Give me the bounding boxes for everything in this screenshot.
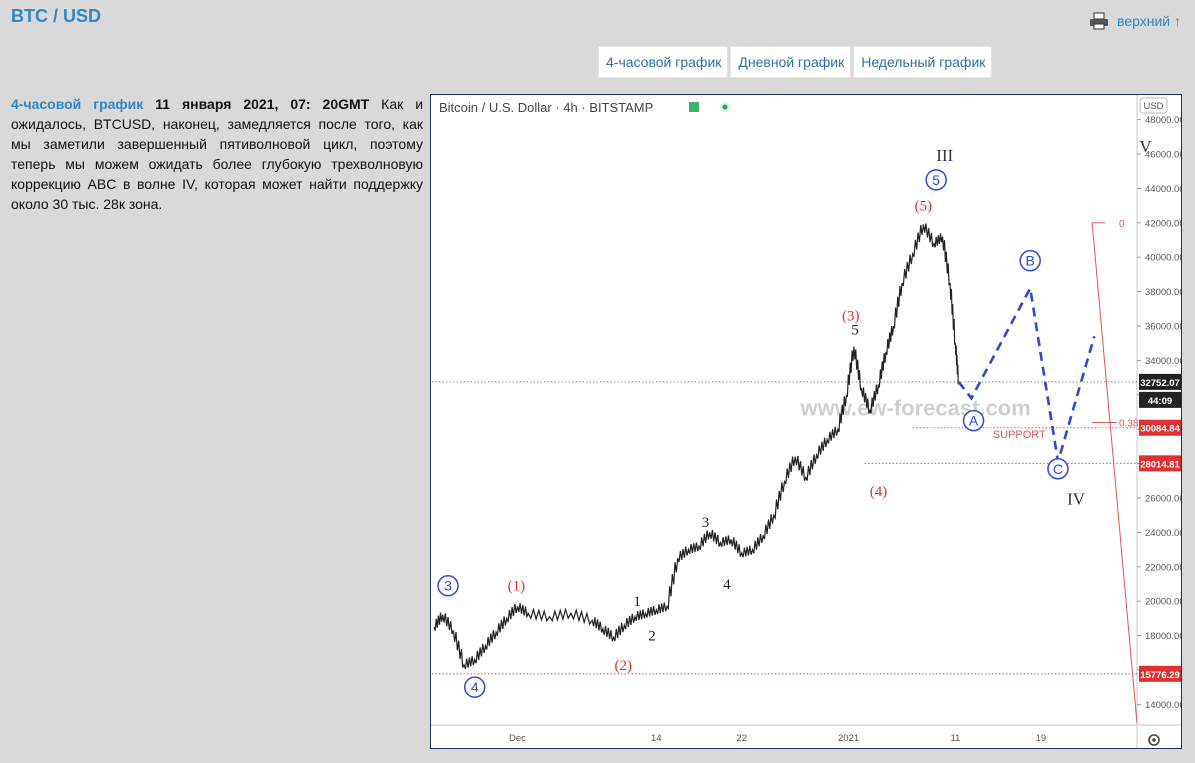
price-tag-level2-bg [1139,455,1181,472]
y-tick-label: 34000.00 [1145,356,1181,367]
fib-label-0: 0 [1119,219,1125,230]
wave-label: (1) [508,579,526,595]
wave-circle [1019,249,1041,272]
tab-daily[interactable]: Дневной график [730,46,852,78]
instrument-legend: Bitcoin / U.S. Dollar · 4h · BITSTAMP [439,100,653,115]
analysis-date: 11 января 2021, 07: 20GMT [155,96,370,112]
price-chart[interactable]: 48000.00 46000.00 44000.00 42000.00 40000.00… [430,94,1182,749]
y-tick-label: 40000.00 [1145,253,1181,264]
x-tick-label: 11 [950,733,960,744]
wave-circle-label: 5 [932,172,940,188]
y-tick-label: 44000.00 [1145,184,1181,195]
y-tick-label: 38000.00 [1145,287,1181,298]
analysis-text: 4-часовой график 11 января 2021, 07: 20G… [11,94,423,214]
printer-icon[interactable] [1089,12,1109,30]
y-tick-label: 26000.00 [1145,493,1181,504]
wave-label: 2 [648,629,656,645]
wave-label: (2) [614,658,632,674]
price-tag-level1-bg [1139,419,1181,436]
wave-label: 3 [702,515,710,531]
y-tick-label: 42000.00 [1145,218,1181,229]
tab-weekly[interactable]: Недельный график [853,46,993,78]
top-link-label[interactable]: верхний ↑ [1117,13,1181,29]
y-tick-label: 14000.00 [1145,700,1181,711]
watermark-text: www.ew-forecast.com [800,395,1031,420]
legend-status-dot-icon [722,104,728,110]
fib-diagonal-line [1091,222,1138,724]
wave-circle [925,169,947,191]
chart-tabs: 4-часовой график Дневной график Недельны… [598,46,993,78]
wave-circle [463,676,486,698]
wave-circle-label: A [969,413,979,429]
price-tag-level3-bg [1139,665,1181,682]
y-tick-label: 48000.00 [1145,115,1181,126]
y-tick-label: 36000.00 [1145,322,1181,333]
y-tick-label: 22000.00 [1145,562,1181,573]
top-link[interactable]: верхний ↑ [1089,12,1181,30]
wave-circle [1047,458,1069,480]
forecast-line [957,284,1096,463]
wave-label: III [936,146,953,165]
x-tick-label: Dec [509,733,526,744]
currency-button: USD [1143,101,1163,112]
x-tick-label: 2021 [838,733,859,744]
price-tag-level1: 30084.84 [1140,424,1180,435]
currency-button-bg [1139,97,1168,114]
y-tick-label: 20000.00 [1145,597,1181,608]
wave-circle [962,409,985,432]
chart-svg: 48000.00 46000.00 44000.00 42000.00 40000.00… [431,95,1181,748]
wave-label: 1 [633,594,641,610]
y-tick-label: 46000.00 [1145,150,1181,161]
x-tick-label: 14 [651,733,662,744]
page-title: BTC / USD [11,6,101,26]
wave-circle-label: 4 [471,679,479,695]
wave-label: IV [1067,490,1086,509]
wave-circle-label: C [1053,461,1063,477]
y-tick-label: 18000.00 [1145,631,1181,642]
x-tick-label: 22 [736,733,747,744]
wave-circle-label: B [1026,253,1035,269]
support-label: SUPPORT [993,429,1046,441]
wave-circle-label: 3 [444,578,452,594]
tab-4h[interactable]: 4-часовой график [598,46,729,78]
price-tag-countdown: 44:09 [1148,396,1172,407]
price-tag-last: 32752.07 [1140,378,1180,389]
wave-label: (3) [842,309,860,325]
wave-circle [437,574,459,597]
wave-label: 4 [723,577,731,593]
wave-label: (4) [870,484,888,500]
settings-gear-icon [1148,734,1160,746]
price-tag-last-bg [1139,373,1181,390]
price-line [433,223,960,670]
wave-label: (5) [915,199,933,215]
price-tag-level2: 28014.81 [1140,459,1180,470]
x-tick-label: 19 [1036,733,1047,744]
analysis-body: Как и ожидалось, BTCUSD, наконец, замедл… [11,96,424,212]
fib-label-0382: 0.382 [1119,418,1144,429]
price-tag-countdown-bg [1139,391,1181,408]
price-tag-level3: 15776.29 [1140,670,1180,681]
analysis-link[interactable]: 4-часовой график [11,96,144,112]
legend-flag-icon [689,102,699,112]
wave-label: V [1139,137,1152,156]
y-tick-label: 24000.00 [1145,528,1181,539]
settings-gear-center-icon [1152,738,1156,742]
wave-label: 5 [851,322,859,338]
